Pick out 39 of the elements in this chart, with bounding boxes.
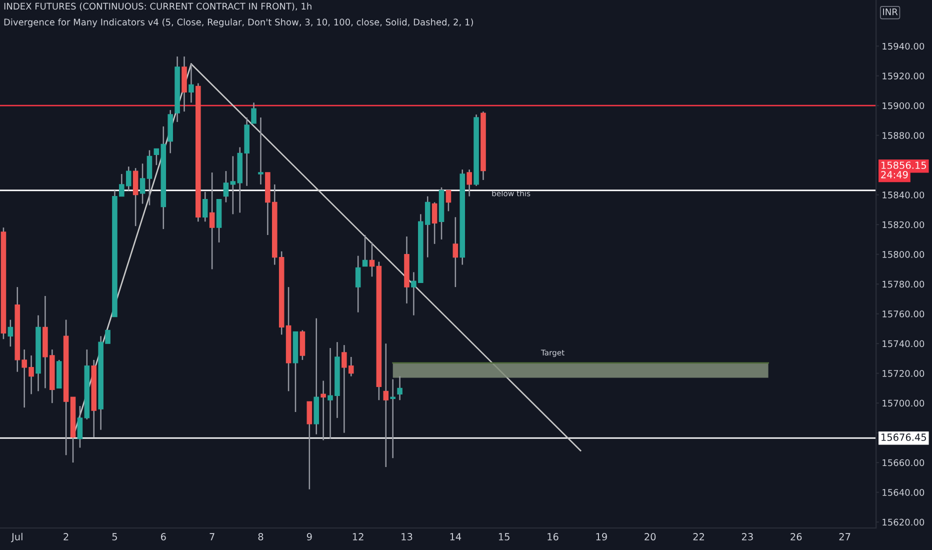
x-tick-label: 15 [498,533,510,540]
y-tick-label: 15900.00 [882,102,924,110]
y-tick-label: 15940.00 [882,42,924,50]
y-tick-label: 15720.00 [882,370,924,377]
x-tick-label: 8 [258,533,264,540]
text: 15856.15 [882,162,926,169]
x-tick-label: 2 [64,533,68,540]
x-tick-label: 23 [742,533,753,540]
x-tick-label: 9 [306,533,312,540]
text: 24:49 [881,170,908,178]
y-tick-label: 15640.00 [882,489,924,496]
y-tick-label: 15820.00 [882,221,924,228]
x-tick-label: 26 [790,533,802,540]
ref-line-label: 15676.45 [882,434,926,441]
y-tick-label: 15760.00 [882,310,924,318]
x-tick-label: 5 [112,533,117,540]
x-tick-label: 16 [548,533,558,540]
chart-title: INDEX FUTURES (CONTINUOUS: CURRENT CONTRACT IN FRONT), 1h [4,2,312,11]
x-tick-label: 27 [839,533,850,540]
x-tick-label: 12 [352,533,364,540]
x-tick-label: 14 [450,533,462,540]
x-tick-label: Jul [11,532,22,542]
y-tick-label: 15780.00 [882,280,924,288]
x-tick-label: 7 [210,533,214,540]
text: Divergence for Many Indicators v4 (5, Close, Regular, Don't Show, 3, 10, 100, close, Solid, Dashed, 2, 1) [4,18,473,28]
y-tick-label: 15700.00 [882,400,924,407]
y-tick-label: 15660.00 [882,459,924,466]
x-tick-label: 22 [693,533,704,540]
y-tick-label: 15840.00 [882,192,924,198]
y-tick-label: 15800.00 [882,251,924,258]
y-tick-label: 15620.00 [882,518,924,526]
text: INR [883,8,898,16]
x-tick-label: 13 [402,533,412,540]
y-tick-label: 15880.00 [882,132,924,139]
y-tick-label: 15740.00 [882,340,924,348]
y-tick-label: 15920.00 [882,72,924,80]
x-tick-label: 6 [160,533,166,540]
x-tick-label: 20 [644,533,656,540]
x-tick-label: 19 [596,533,607,540]
